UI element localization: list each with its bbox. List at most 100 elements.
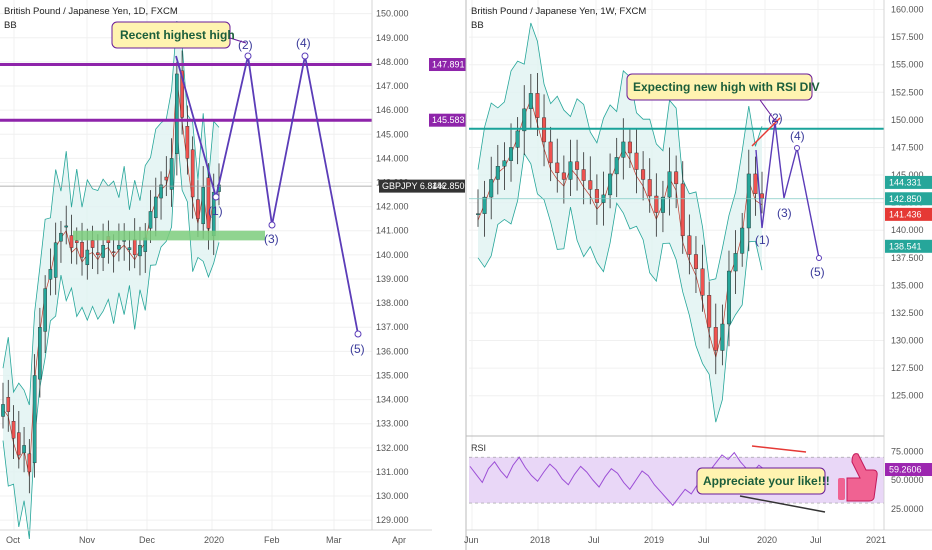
thumbs-up-icon: [838, 453, 878, 502]
left-indicator-label: BB: [4, 20, 17, 31]
left-candles: [1, 50, 221, 494]
left-y-tick: 130.000: [376, 491, 409, 501]
left-candle-body: [185, 126, 190, 159]
right-price-tag: [885, 175, 932, 189]
left-y-tick: 141.000: [376, 226, 409, 236]
weekly-wave-label-3: (3): [777, 206, 792, 220]
left-candle-body: [38, 327, 42, 380]
right-x-tick: Jul: [810, 535, 822, 545]
left-candle-body: [53, 242, 58, 278]
right-candle-body: [542, 117, 547, 143]
right-candle-body: [680, 183, 685, 236]
right-y-tick: 135.000: [891, 280, 924, 290]
callout-box-right: [626, 73, 813, 101]
left-candle-body: [132, 239, 137, 256]
weekly-wave-point-4: [794, 145, 800, 151]
left-y-tick: 144.000: [376, 153, 409, 163]
right-price-tag: [885, 192, 932, 206]
rsi-y-tick: 50.0000: [891, 475, 924, 485]
right-candle-body: [693, 254, 698, 270]
right-candle-body: [561, 172, 566, 180]
right-y-tick: 137.500: [891, 253, 924, 263]
right-candle-body: [522, 108, 527, 132]
left-candle-body: [180, 70, 184, 118]
right-candle-body: [509, 147, 514, 161]
support-zone: [73, 230, 265, 241]
rsi-y-axis: 75.0000 50.0000 25.0000 59.2606: [885, 446, 932, 514]
left-candle-body: [43, 288, 47, 332]
right-band-upper: [477, 22, 763, 281]
left-y-tick: 137.000: [376, 322, 409, 332]
left-candle-body: [69, 235, 74, 248]
left-band-fill: [3, 21, 219, 539]
right-candle-body: [568, 161, 573, 180]
right-candle-body: [641, 169, 646, 180]
right-candle-body: [588, 180, 593, 190]
rsi-divergence-line: [739, 495, 826, 513]
weekly-wave-label-5: (5): [810, 265, 825, 279]
left-y-tick: 129.000: [376, 515, 409, 525]
right-x-tick: 2018: [530, 535, 550, 545]
left-y-tick: 131.000: [376, 467, 409, 477]
right-indicator-label: BB: [471, 20, 484, 31]
right-candle-body: [720, 323, 725, 351]
right-candle-body: [753, 173, 758, 194]
left-candle-body: [190, 149, 195, 198]
wave-point-4: [301, 52, 309, 60]
right-candle-body: [647, 179, 652, 197]
callout-pointer-right: [759, 99, 777, 123]
left-x-tick: Oct: [6, 535, 21, 545]
callout-box-left: [111, 21, 231, 49]
current-price-text: 142.850: [432, 181, 465, 191]
right-candle-body: [627, 141, 632, 154]
left-candle-body: [164, 176, 169, 181]
left-candle-body: [196, 199, 200, 219]
right-x-axis: Jun 2018 Jul 2019 Jul 2020 Jul 2021: [464, 535, 886, 545]
right-candle-body: [726, 270, 731, 325]
left-candle-body: [85, 249, 90, 266]
left-candle-body: [11, 421, 16, 439]
right-candle-body: [740, 227, 745, 254]
callout-text-right: Expecting new high with RSI DIV: [633, 80, 820, 94]
left-candle-body: [175, 73, 179, 154]
wave-label-3: (3): [264, 232, 279, 246]
left-x-tick: Dec: [139, 535, 156, 545]
left-band-upper: [2, 20, 220, 406]
wave-point-2: [244, 52, 252, 60]
right-candle-body: [707, 295, 712, 328]
right-candle-body: [476, 213, 481, 215]
current-price-tag: [379, 179, 465, 193]
weekly-wave-label-4: (4): [790, 129, 805, 143]
right-candle-body: [495, 166, 500, 180]
rsi-current-tag: [885, 463, 932, 477]
right-candle-body: [674, 171, 679, 185]
left-candle-body: [22, 445, 26, 454]
left-candle-body: [153, 196, 158, 219]
right-price-tag: [885, 239, 932, 253]
left-y-tick: 145.000: [376, 129, 409, 139]
weekly-wave-point-5: [816, 255, 822, 261]
callout-pointer-left: [229, 37, 247, 44]
left-candle-body: [96, 252, 100, 256]
left-candle-body: [74, 240, 79, 243]
right-candle-body: [760, 193, 765, 199]
left-chart-title: British Pound / Japanese Yen, 1D, FXCM: [4, 6, 178, 17]
left-y-tick: 136.000: [376, 346, 409, 356]
right-x-tick: 2021: [866, 535, 886, 545]
wave-point-5: [354, 330, 362, 338]
rsi-line: [469, 451, 766, 507]
left-candle-body: [27, 453, 32, 473]
right-y-tick: 155.000: [891, 60, 924, 70]
left-candle-body: [32, 375, 37, 464]
left-y-tick: 139.000: [376, 274, 409, 284]
left-candle-body: [122, 240, 126, 242]
left-x-tick: Apr: [392, 535, 406, 545]
left-candle-body: [6, 397, 11, 412]
left-candle-body: [159, 184, 163, 199]
right-y-tick: 147.500: [891, 142, 924, 152]
left-y-tick: 138.000: [376, 298, 409, 308]
right-candle-body: [608, 173, 613, 196]
right-y-tick: 157.500: [891, 32, 924, 42]
right-candle-body: [515, 130, 520, 148]
